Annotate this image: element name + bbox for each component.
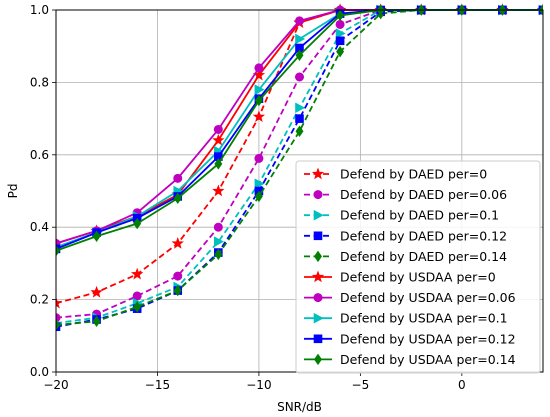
legend-entry: Defend by USDAA per=0.14	[304, 352, 516, 367]
y-tick-label: 0.2	[30, 293, 49, 307]
legend-marker	[314, 250, 322, 263]
data-point	[212, 184, 225, 197]
data-point	[335, 28, 346, 39]
legend-marker	[311, 167, 325, 180]
data-point	[171, 237, 184, 249]
legend-marker	[314, 353, 322, 366]
legend-label: Defend by USDAA per=0.1	[340, 311, 508, 326]
x-tick-label: −10	[246, 378, 271, 392]
y-axis-label: Pd	[6, 184, 20, 199]
data-point	[173, 192, 182, 204]
data-point	[213, 222, 223, 232]
data-point	[254, 94, 263, 107]
legend-marker	[313, 334, 323, 344]
data-point	[92, 230, 101, 242]
legend-entry: Defend by DAED per=0.1	[304, 208, 499, 223]
data-point	[336, 45, 345, 58]
data-point	[254, 153, 264, 163]
y-tick-label: 0.0	[30, 365, 49, 379]
data-point	[295, 33, 306, 45]
legend-label: Defend by USDAA per=0	[340, 270, 496, 285]
data-point	[335, 36, 345, 46]
legend: Defend by DAED per=0 Defend by DAED per=0…	[295, 160, 541, 374]
x-tick-label: −20	[43, 378, 68, 392]
data-point	[294, 72, 304, 82]
data-point	[252, 110, 266, 123]
data-point	[56, 296, 63, 309]
data-point	[133, 301, 142, 313]
axis-ticks: −20 −15 −10 −5 0 0.0 0.2 0.4 0.6 0.8 1.0	[30, 3, 466, 392]
data-point	[213, 124, 223, 134]
legend-entry: Defend by DAED per=0.06	[304, 187, 507, 202]
data-point	[56, 245, 60, 257]
data-point	[214, 158, 223, 170]
legend-entry: Defend by DAED per=0.14	[304, 249, 507, 264]
legend-label: Defend by DAED per=0	[340, 167, 487, 182]
data-point	[92, 315, 101, 328]
x-tick-label: −5	[352, 378, 370, 392]
data-point	[254, 178, 265, 190]
data-point	[254, 84, 265, 95]
data-point	[132, 291, 142, 301]
legend-entry: Defend by DAED per=0.12	[304, 228, 507, 243]
y-tick-label: 0.8	[30, 75, 49, 89]
data-point	[294, 16, 304, 26]
data-point	[295, 49, 304, 61]
data-point	[295, 125, 304, 137]
y-tick-label: 0.6	[30, 148, 49, 162]
data-point	[131, 267, 144, 280]
data-point	[173, 271, 183, 281]
data-point	[173, 173, 183, 183]
data-point	[295, 102, 306, 114]
data-point	[214, 248, 223, 261]
plot-area: −20 −15 −10 −5 0 0.0 0.2 0.4 0.6 0.8 1.0	[30, 3, 544, 392]
x-tick-label: −15	[145, 378, 170, 392]
legend-entry: Defend by USDAA per=0	[304, 270, 496, 285]
legend-marker	[313, 209, 324, 221]
data-point	[254, 190, 263, 203]
legend-marker	[311, 270, 325, 283]
data-point	[133, 217, 142, 230]
legend-entry: Defend by USDAA per=0.1	[304, 311, 508, 326]
legend-entry: Defend by DAED per=0	[304, 167, 487, 182]
legend-label: Defend by USDAA per=0.12	[340, 331, 516, 346]
x-axis-label: SNR/dB	[277, 400, 322, 414]
data-point	[56, 313, 61, 323]
legend-box	[295, 160, 541, 374]
legend-label: Defend by DAED per=0.12	[340, 228, 507, 243]
data-point	[212, 133, 225, 146]
legend-label: Defend by DAED per=0.06	[340, 187, 507, 202]
data-point	[173, 284, 182, 297]
y-tick-label: 1.0	[30, 3, 49, 17]
data-point	[214, 236, 224, 247]
legend-label: Defend by USDAA per=0.06	[340, 290, 516, 305]
legend-marker	[313, 190, 323, 200]
legend-label: Defend by DAED per=0.14	[340, 249, 507, 264]
data-point	[336, 9, 345, 22]
y-tick-label: 0.4	[30, 220, 49, 234]
data-point	[295, 114, 304, 123]
legend-marker	[313, 293, 323, 303]
data-point	[56, 319, 60, 331]
legend-marker	[313, 312, 324, 324]
legend-entry: Defend by USDAA per=0.06	[304, 290, 516, 305]
legend-marker	[313, 231, 323, 241]
legend-label: Defend by USDAA per=0.14	[340, 352, 516, 367]
x-tick-label: 0	[458, 378, 466, 392]
legend-entries: Defend by DAED per=0 Defend by DAED per=0…	[304, 167, 516, 367]
data-point	[335, 19, 345, 29]
data-point	[90, 285, 103, 298]
data-point	[254, 63, 264, 73]
legend-entry: Defend by USDAA per=0.12	[304, 331, 516, 346]
legend-label: Defend by DAED per=0.1	[340, 208, 499, 223]
